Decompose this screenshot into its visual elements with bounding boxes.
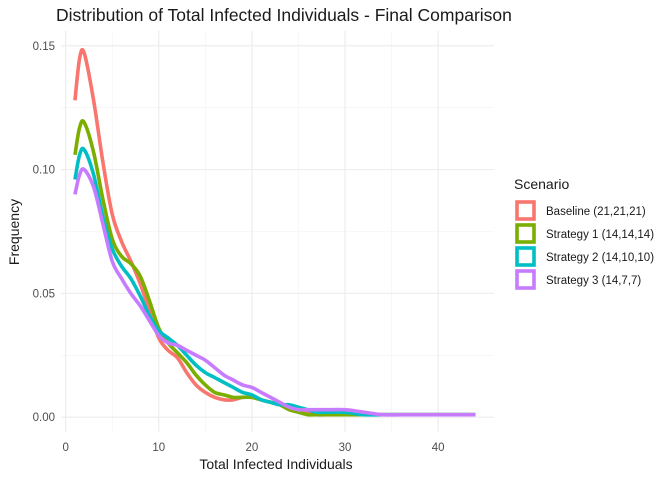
legend-items: Baseline (21,21,21) Strategy 1 (14,14,14)…: [515, 200, 654, 290]
x-axis-title: Total Infected Individuals: [199, 456, 352, 472]
legend-item: Baseline (21,21,21): [515, 200, 646, 221]
series-layer: [73, 47, 476, 417]
series-line-strategy-2-14-10-10: [73, 146, 476, 417]
legend-label: Strategy 3 (14,7,7): [546, 275, 641, 287]
y-axis-title: Frequency: [6, 199, 22, 265]
legend-key: [515, 200, 536, 221]
x-tick-label: 20: [245, 442, 258, 454]
legend-key: [515, 246, 536, 267]
ticks-layer: 0 10 20 30 40 0.00 0.05 0.10 0.15: [33, 41, 445, 454]
legend-label: Baseline (21,21,21): [546, 206, 646, 218]
grid-layer: [61, 31, 494, 432]
x-tick-label: 0: [62, 442, 68, 454]
legend-label: Strategy 1 (14,14,14): [546, 229, 654, 241]
legend-title: Scenario: [514, 176, 569, 192]
y-tick-label: 0.10: [33, 165, 55, 177]
x-tick-label: 40: [432, 442, 445, 454]
series-line-strategy-3-14-7-7: [73, 167, 476, 417]
legend-item: Strategy 3 (14,7,7): [515, 269, 641, 290]
legend-key: [515, 269, 536, 290]
legend-item: Strategy 1 (14,14,14): [515, 223, 654, 244]
x-tick-label: 10: [152, 442, 165, 454]
y-tick-label: 0.05: [33, 288, 55, 300]
x-tick-label: 30: [339, 442, 352, 454]
y-tick-label: 0.00: [33, 412, 55, 424]
legend-label: Strategy 2 (14,10,10): [546, 252, 654, 264]
legend-key: [515, 223, 536, 244]
chart-title: Distribution of Total Infected Individua…: [56, 5, 512, 25]
legend: Scenario Baseline (21,21,21) Strategy 1 (…: [514, 176, 654, 290]
legend-item: Strategy 2 (14,10,10): [515, 246, 654, 267]
y-tick-label: 0.15: [33, 41, 55, 53]
